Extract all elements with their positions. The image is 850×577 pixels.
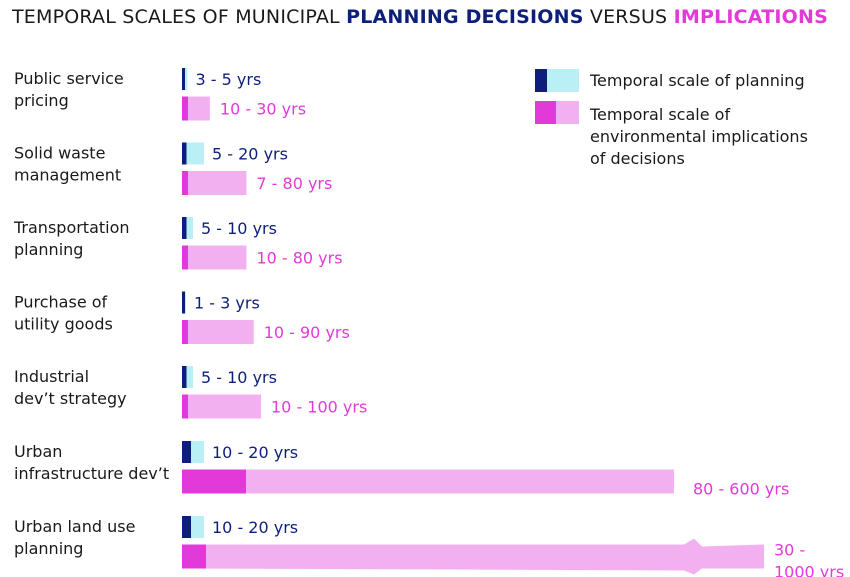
row-2-planning-max-bar — [182, 142, 204, 165]
row-7-implications-min-bar — [182, 544, 206, 569]
row-5-planning-max-bar — [182, 366, 193, 388]
row-1-planning-label: 3 - 5 yrs — [196, 70, 262, 89]
row-5-category-line-2: dev’t strategy — [14, 389, 127, 408]
row-4-implications-label: 10 - 90 yrs — [264, 323, 350, 342]
row-1-implications-min-bar — [182, 96, 188, 121]
row-6-implications-max-bar — [182, 469, 674, 494]
row-5-planning-label: 5 - 10 yrs — [201, 368, 277, 387]
row-4-planning-label: 1 - 3 yrs — [194, 294, 260, 313]
row-7-implications-label-line-2: 1000 yrs — [774, 563, 844, 577]
row-5-implications-min-bar — [182, 394, 188, 419]
row-6-category-line-2: infrastructure dev’t — [14, 464, 169, 483]
row-7-implications-max-bar — [182, 538, 764, 575]
row-6-implications-min-bar — [182, 469, 246, 494]
legend-implications-swatch-dark — [535, 101, 556, 124]
row-3-planning-label: 5 - 10 yrs — [201, 219, 277, 238]
row-7-category-line-2: planning — [14, 539, 83, 558]
row-2-implications-max-bar — [182, 171, 247, 195]
title-implications: IMPLICATIONS — [673, 6, 828, 28]
legend-entry-2-line-2: environmental implications — [590, 127, 808, 146]
row-5-category-line-1: Industrial — [14, 367, 89, 386]
row-4-implications-min-bar — [182, 320, 188, 344]
row-2-implications-label: 7 - 80 yrs — [256, 174, 332, 193]
row-5-planning-min-bar — [182, 366, 187, 388]
row-4-category-line-1: Purchase of — [14, 293, 108, 312]
row-4-implications-max-bar — [182, 320, 254, 344]
row-4-planning-min-bar — [182, 291, 185, 314]
row-1-planning-min-bar — [182, 68, 185, 90]
row-1-category-line-2: pricing — [14, 91, 69, 110]
row-3-implications-max-bar — [182, 245, 247, 270]
row-3-implications-label: 10 - 80 yrs — [256, 249, 342, 268]
row-3-category-line-2: planning — [14, 240, 83, 259]
row-3-implications-min-bar — [182, 245, 188, 270]
row-3-planning-min-bar — [182, 217, 187, 239]
row-2-category-line-1: Solid waste — [14, 144, 105, 163]
row-1-implications-label: 10 - 30 yrs — [220, 100, 306, 119]
row-2-planning-label: 5 - 20 yrs — [212, 145, 288, 164]
row-5-implications-max-bar — [182, 394, 261, 419]
row-3-category-line-1: Transportation — [13, 218, 130, 237]
row-1-category-line-1: Public service — [14, 69, 124, 88]
row-5-implications-label: 10 - 100 yrs — [271, 398, 367, 417]
row-2-planning-min-bar — [182, 142, 187, 165]
row-2-category-line-2: management — [14, 166, 121, 185]
row-6-category-line-1: Urban — [14, 442, 62, 461]
row-7-category-line-1: Urban land use — [14, 517, 135, 536]
title-middle: VERSUS — [583, 6, 674, 28]
row-7-planning-label: 10 - 20 yrs — [212, 518, 298, 537]
legend-planning-swatch-dark — [535, 69, 547, 92]
row-3-planning-max-bar — [182, 217, 193, 239]
row-4-category-line-2: utility goods — [14, 315, 113, 334]
title-prefix: TEMPORAL SCALES OF MUNICIPAL — [12, 6, 347, 28]
row-2-implications-min-bar — [182, 171, 188, 195]
row-6-implications-label: 80 - 600 yrs — [693, 480, 789, 499]
legend-entry-2-line-1: Temporal scale of — [589, 105, 730, 124]
row-7-planning-min-bar — [182, 516, 191, 538]
row-7-implications-label-line-1: 30 - — [774, 541, 805, 560]
row-6-planning-label: 10 - 20 yrs — [212, 443, 298, 462]
chart-title: TEMPORAL SCALES OF MUNICIPAL PLANNING DE… — [12, 6, 828, 28]
legend-entry-2-line-3: of decisions — [590, 149, 685, 168]
legend-entry-1-line-1: Temporal scale of planning — [589, 71, 805, 90]
title-planning-decisions: PLANNING DECISIONS — [346, 6, 584, 28]
row-6-planning-min-bar — [182, 441, 191, 463]
